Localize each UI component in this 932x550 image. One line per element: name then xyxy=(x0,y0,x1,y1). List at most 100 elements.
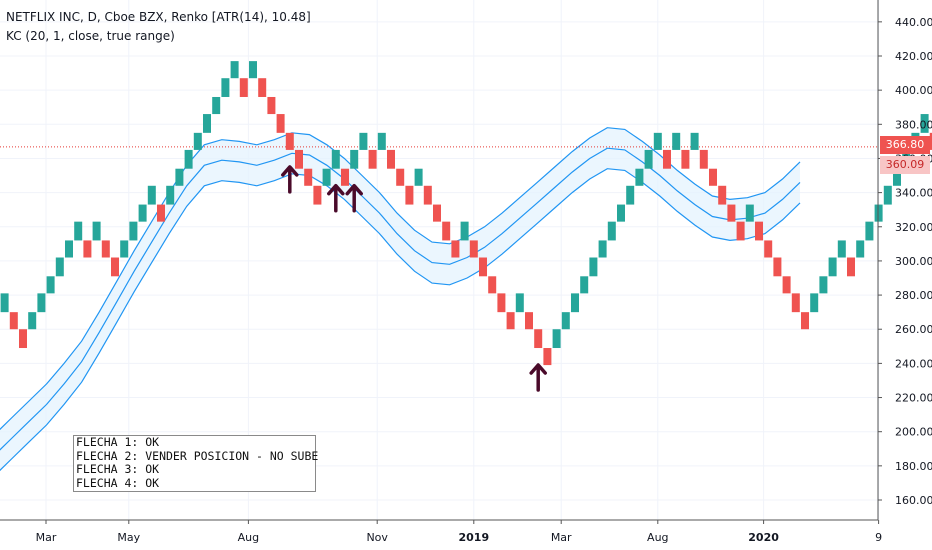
renko-brick-up xyxy=(37,293,46,313)
renko-brick-up xyxy=(828,257,837,277)
renko-brick-down xyxy=(83,240,92,258)
renko-brick-up xyxy=(745,204,754,222)
arrow-up-icon xyxy=(345,183,363,213)
renko-brick-down xyxy=(451,240,460,258)
renko-brick-up xyxy=(515,293,524,313)
renko-brick-down xyxy=(791,293,800,313)
renko-brick-down xyxy=(709,168,717,186)
renko-brick-up xyxy=(653,132,662,150)
renko-brick-up xyxy=(856,240,865,258)
renko-brick-up xyxy=(322,168,331,186)
renko-brick-down xyxy=(405,185,414,205)
renko-brick-up xyxy=(230,61,239,79)
renko-brick-up xyxy=(635,168,644,186)
renko-brick-down xyxy=(469,240,478,258)
y-tick-label: 300.00 xyxy=(895,255,932,268)
renko-brick-up xyxy=(46,276,55,294)
previous-price-tag: 360.09 xyxy=(880,156,930,174)
renko-brick-down xyxy=(239,78,248,97)
arrow-head xyxy=(529,363,547,375)
indicator-title: KC (20, 1, close, true range) xyxy=(6,29,175,43)
renko-brick-down xyxy=(847,257,855,277)
y-tick-label: 260.00 xyxy=(895,323,932,336)
renko-brick-up xyxy=(129,221,138,241)
renko-brick-up xyxy=(203,114,211,133)
renko-brick-down xyxy=(304,168,313,186)
renko-brick-up xyxy=(377,132,386,150)
x-tick-label: Aug xyxy=(647,531,668,544)
renko-brick-down xyxy=(773,257,782,277)
renko-brick-down xyxy=(663,149,671,169)
renko-brick-up xyxy=(221,78,230,97)
x-tick-label: 2019 xyxy=(458,531,489,544)
renko-brick-down xyxy=(736,221,745,241)
y-tick-label: 180.00 xyxy=(895,460,932,473)
renko-brick-up xyxy=(617,204,625,222)
renko-brick-down xyxy=(341,168,349,186)
renko-brick-up xyxy=(212,96,221,115)
renko-brick-up xyxy=(552,329,561,349)
renko-brick-up xyxy=(874,204,883,222)
annotation-line-4: FLECHA 4: OK xyxy=(76,475,160,490)
y-tick-label: 240.00 xyxy=(895,357,932,370)
renko-brick-up xyxy=(865,221,874,241)
renko-brick-up xyxy=(626,185,635,205)
renko-brick-up xyxy=(893,168,901,186)
renko-brick-up xyxy=(580,276,589,294)
renko-brick-down xyxy=(396,168,405,186)
arrow-up-icon xyxy=(327,183,345,213)
y-tick-label: 200.00 xyxy=(895,426,932,439)
renko-brick-down xyxy=(479,257,487,277)
renko-brick-down xyxy=(368,149,377,169)
renko-brick-up xyxy=(460,221,469,241)
renko-brick-up xyxy=(120,240,129,258)
renko-brick-up xyxy=(414,168,423,186)
renko-brick-up xyxy=(0,293,9,313)
x-tick-label: Aug xyxy=(238,531,259,544)
renko-brick-up xyxy=(166,185,175,205)
renko-brick-up xyxy=(920,114,929,133)
renko-brick-up xyxy=(644,149,653,169)
arrow-up-icon xyxy=(281,165,299,194)
renko-brick-down xyxy=(111,257,119,277)
renko-brick-down xyxy=(764,240,773,258)
renko-brick-up xyxy=(607,221,616,241)
keltner-lower-band xyxy=(0,168,801,472)
renko-brick-up xyxy=(65,240,73,258)
renko-brick-up xyxy=(184,149,193,169)
y-tick-label: 440.00 xyxy=(895,16,932,29)
keltner-middle-band xyxy=(0,147,801,451)
renko-brick-down xyxy=(782,276,791,294)
renko-brick-down xyxy=(313,185,322,205)
renko-brick-up xyxy=(28,312,37,330)
arrow-head xyxy=(327,183,345,196)
renko-brick-down xyxy=(423,185,432,205)
renko-brick-down xyxy=(433,204,441,222)
renko-brick-up xyxy=(672,132,681,150)
renko-brick-down xyxy=(295,149,303,169)
renko-brick-down xyxy=(157,204,165,222)
renko-brick-up xyxy=(193,132,202,150)
renko-brick-down xyxy=(497,293,506,313)
renko-brick-down xyxy=(267,96,276,115)
renko-brick-up xyxy=(331,149,340,169)
renko-brick-down xyxy=(387,149,395,169)
annotation-line-2: FLECHA 2: VENDER POSICION - NO SUBE xyxy=(76,448,319,463)
renko-brick-down xyxy=(543,348,552,366)
arrow-head xyxy=(345,183,363,196)
renko-brick-down xyxy=(681,149,690,169)
renko-brick-down xyxy=(801,312,809,330)
x-tick-label: 2020 xyxy=(748,531,779,544)
y-tick-label: 380.00 xyxy=(895,118,932,131)
renko-brick-down xyxy=(718,185,727,205)
renko-brick-down xyxy=(727,204,736,222)
renko-brick-down xyxy=(101,240,110,258)
renko-bricks xyxy=(0,61,932,366)
renko-brick-down xyxy=(755,221,763,241)
renko-brick-down xyxy=(276,114,285,133)
x-tick-label: 9 xyxy=(875,531,882,544)
renko-brick-down xyxy=(525,312,533,330)
renko-brick-down xyxy=(258,78,267,97)
